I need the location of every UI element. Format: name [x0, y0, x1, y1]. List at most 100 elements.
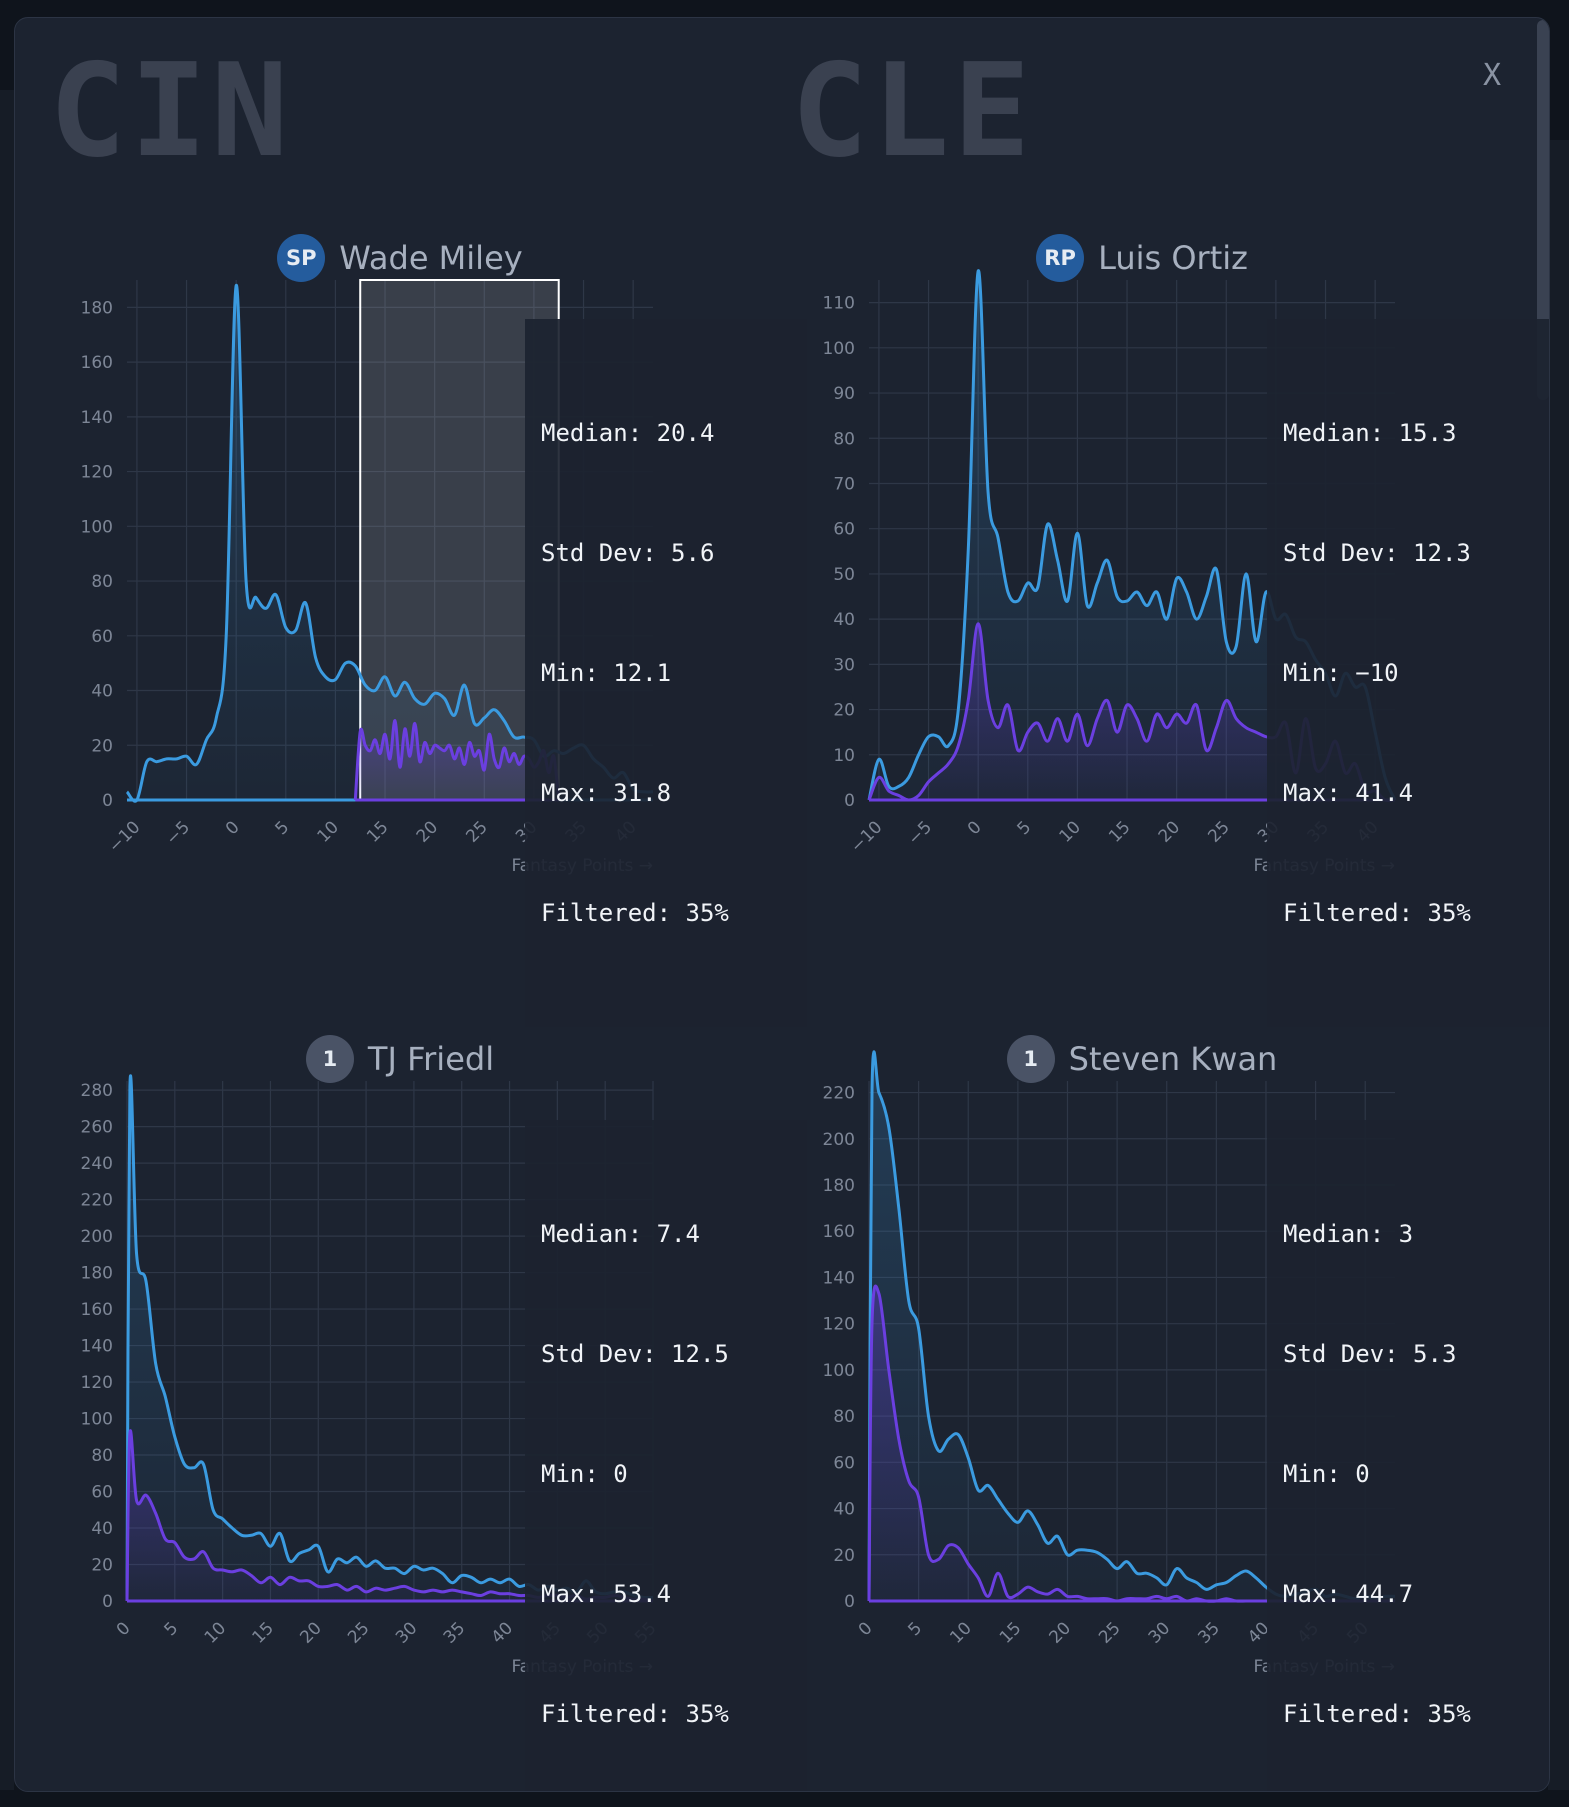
player-name: Luis Ortiz [1098, 239, 1248, 277]
y-tick-label: 200 [823, 1130, 855, 1150]
stat-max: Max: 31.8 [541, 779, 672, 807]
x-tick-label: 5 [1014, 817, 1036, 839]
position-badge: SP [277, 234, 326, 282]
x-tick-label: 25 [344, 1618, 373, 1647]
x-tick-label: 10 [946, 1618, 975, 1647]
x-tick-label: 5 [161, 1618, 183, 1640]
backdrop-edge-left [0, 90, 14, 1790]
backdrop-edge-right [1548, 140, 1569, 1790]
y-tick-label: 260 [81, 1118, 113, 1138]
y-tick-label: 0 [844, 791, 855, 811]
x-tick-label: 40 [488, 1618, 517, 1647]
x-tick-label: 15 [996, 1618, 1025, 1647]
y-tick-label: 80 [91, 1446, 113, 1466]
x-tick-label: 30 [1145, 1618, 1174, 1647]
y-tick-label: 60 [833, 1453, 855, 1473]
y-tick-label: 160 [81, 1300, 113, 1320]
distribution-chart[interactable]: 0 20 40 60 80 100 120 140 160 180 200 220 0 5 10 15 20 25… [797, 1034, 1487, 1792]
stat-std-dev: Std Dev: 12.5 [541, 1340, 729, 1368]
player-name: Steven Kwan [1068, 1040, 1278, 1078]
y-tick-label: 10 [833, 746, 855, 766]
y-tick-label: 100 [823, 339, 855, 359]
y-tick-label: 40 [91, 1519, 113, 1539]
x-tick-label: 15 [1105, 817, 1134, 846]
y-tick-label: 180 [823, 1176, 855, 1196]
x-tick-label: 0 [964, 817, 986, 839]
scrollbar-thumb[interactable] [1537, 20, 1549, 400]
player-header: 1 Steven Kwan [797, 1034, 1487, 1084]
player-header: RP Luis Ortiz [797, 233, 1487, 283]
x-tick-label: 0 [855, 1618, 877, 1640]
y-tick-label: 200 [81, 1227, 113, 1247]
series-area-all [869, 270, 1395, 800]
x-tick-label: 10 [1056, 817, 1085, 846]
y-tick-label: 40 [91, 682, 113, 702]
y-tick-label: 30 [833, 655, 855, 675]
y-tick-label: 100 [823, 1361, 855, 1381]
y-tick-label: 120 [81, 1373, 113, 1393]
stat-median: Median: 7.4 [541, 1220, 700, 1248]
batting-order-badge: 1 [305, 1035, 354, 1083]
x-tick-label: −10 [847, 817, 887, 857]
y-tick-label: 100 [81, 1410, 113, 1430]
y-tick-label: 100 [81, 517, 113, 537]
y-tick-label: 0 [102, 1592, 113, 1612]
stats-box: Median: 15.3 Std Dev: 12.3 Min: −10 Max:… [1267, 319, 1549, 1027]
x-tick-label: 30 [392, 1618, 421, 1647]
y-tick-label: 140 [81, 1337, 113, 1357]
stat-filtered: Filtered: 35% [1283, 899, 1471, 927]
x-tick-label: −10 [105, 817, 145, 857]
stats-box: Median: 7.4 Std Dev: 12.5 Min: 0 Max: 53… [525, 1120, 807, 1791]
y-tick-label: 220 [823, 1084, 855, 1104]
y-tick-label: 140 [81, 408, 113, 428]
y-tick-label: 40 [833, 1500, 855, 1520]
player-panel-luis-ortiz: RP Luis Ortiz 0 10 20 30 40 50 60 70 80 90 100 110−… [797, 233, 1549, 1027]
y-tick-label: 120 [81, 463, 113, 483]
player-panel-steven-kwan: 1 Steven Kwan 0 20 40 60 80 100 120 140 160 180 20… [797, 1034, 1549, 1792]
x-tick-label: 10 [314, 817, 343, 846]
stats-box: Median: 20.4 Std Dev: 5.6 Min: 12.1 Max:… [525, 319, 807, 1027]
y-tick-label: 20 [833, 1546, 855, 1566]
x-tick-label: 25 [1204, 817, 1233, 846]
stats-box: Median: 3 Std Dev: 5.3 Min: 0 Max: 44.7 … [1267, 1120, 1549, 1791]
stat-min: Min: −10 [1283, 659, 1399, 687]
stat-filtered: Filtered: 35% [1283, 1700, 1471, 1728]
x-tick-label: 0 [113, 1618, 135, 1640]
x-tick-label: −5 [162, 817, 194, 849]
x-tick-label: 25 [462, 817, 491, 846]
y-tick-label: 80 [833, 1407, 855, 1427]
stat-max: Max: 41.4 [1283, 779, 1414, 807]
y-tick-label: 80 [833, 429, 855, 449]
y-tick-label: 110 [823, 294, 855, 314]
close-button[interactable]: X [1482, 58, 1501, 93]
series-area-all [127, 285, 653, 802]
y-tick-label: 160 [81, 353, 113, 373]
y-tick-label: 20 [833, 701, 855, 721]
player-name: TJ Friedl [367, 1040, 495, 1078]
x-tick-label: 35 [1194, 1618, 1223, 1647]
x-tick-label: 10 [201, 1618, 230, 1647]
series-area-filtered [869, 623, 1395, 801]
player-header: SP Wade Miley [55, 233, 745, 283]
player-distribution-modal: CIN CLE X SP Wade Miley 0 20 40 60 80 100 120 1… [14, 17, 1550, 1792]
modal-scrollbar[interactable] [1535, 18, 1549, 1791]
team-right-label: CLE [791, 37, 1035, 186]
x-tick-label: 15 [249, 1618, 278, 1647]
player-panel-wade-miley: SP Wade Miley 0 20 40 60 80 100 120 140 160 180 −1… [55, 233, 807, 1027]
y-tick-label: 80 [91, 572, 113, 592]
x-tick-label: 35 [440, 1618, 469, 1647]
player-header: 1 TJ Friedl [55, 1034, 745, 1084]
stat-filtered: Filtered: 35% [541, 1700, 729, 1728]
batting-order-badge: 1 [1006, 1035, 1055, 1083]
stat-std-dev: Std Dev: 5.6 [541, 539, 715, 567]
stat-min: Min: 0 [1283, 1460, 1370, 1488]
team-left-label: CIN [49, 37, 293, 186]
x-tick-label: −5 [904, 817, 936, 849]
series-area-filtered [869, 1286, 1395, 1602]
stat-median: Median: 20.4 [541, 419, 715, 447]
y-tick-label: 90 [833, 384, 855, 404]
y-tick-label: 180 [81, 1264, 113, 1284]
stat-std-dev: Std Dev: 12.3 [1283, 539, 1471, 567]
y-tick-label: 0 [102, 791, 113, 811]
x-tick-label: 20 [413, 817, 442, 846]
